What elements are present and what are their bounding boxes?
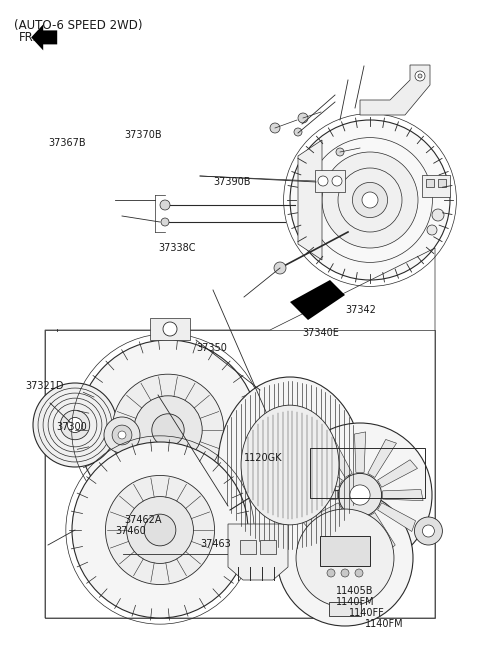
Bar xyxy=(422,175,450,197)
Polygon shape xyxy=(297,489,337,501)
Bar xyxy=(260,540,276,554)
Circle shape xyxy=(418,74,422,78)
Circle shape xyxy=(322,152,418,248)
Bar xyxy=(45,330,435,618)
Circle shape xyxy=(414,517,443,545)
Circle shape xyxy=(274,262,286,274)
Text: 37338C: 37338C xyxy=(158,243,196,253)
Circle shape xyxy=(290,120,450,280)
Circle shape xyxy=(294,128,302,136)
Ellipse shape xyxy=(241,405,339,525)
Bar xyxy=(438,179,446,187)
Circle shape xyxy=(432,209,444,221)
Circle shape xyxy=(427,225,437,235)
Text: 37367B: 37367B xyxy=(48,138,85,148)
Circle shape xyxy=(298,113,308,123)
Text: 37300: 37300 xyxy=(57,422,87,432)
Text: 11405B: 11405B xyxy=(336,586,373,596)
Ellipse shape xyxy=(218,377,362,553)
Circle shape xyxy=(332,176,342,186)
Text: 37460: 37460 xyxy=(115,526,146,537)
Polygon shape xyxy=(368,440,396,478)
Text: 37350: 37350 xyxy=(197,342,228,353)
Circle shape xyxy=(338,474,382,517)
Circle shape xyxy=(415,71,425,81)
Polygon shape xyxy=(383,489,423,501)
Circle shape xyxy=(33,383,117,467)
Circle shape xyxy=(277,490,413,626)
Bar xyxy=(320,536,370,566)
Circle shape xyxy=(104,417,140,453)
Polygon shape xyxy=(324,512,352,550)
Circle shape xyxy=(72,442,248,618)
Circle shape xyxy=(127,497,193,564)
Circle shape xyxy=(118,431,126,439)
Text: 1120GK: 1120GK xyxy=(244,453,282,463)
Circle shape xyxy=(318,176,328,186)
Text: 37463: 37463 xyxy=(201,539,231,550)
Circle shape xyxy=(112,425,132,445)
Circle shape xyxy=(288,423,432,567)
Polygon shape xyxy=(298,140,322,260)
Circle shape xyxy=(134,396,202,464)
Polygon shape xyxy=(31,24,57,51)
Circle shape xyxy=(60,410,90,440)
Text: FR.: FR. xyxy=(19,31,37,44)
Polygon shape xyxy=(368,512,395,552)
Circle shape xyxy=(355,569,363,577)
Circle shape xyxy=(160,200,170,210)
Circle shape xyxy=(260,483,270,493)
Polygon shape xyxy=(304,459,342,487)
Polygon shape xyxy=(325,438,352,478)
Circle shape xyxy=(336,148,344,156)
Bar xyxy=(310,448,425,498)
Circle shape xyxy=(163,322,177,336)
Circle shape xyxy=(296,509,394,607)
Circle shape xyxy=(352,182,388,218)
Text: 37321D: 37321D xyxy=(25,380,63,391)
Text: (AUTO-6 SPEED 2WD): (AUTO-6 SPEED 2WD) xyxy=(14,20,143,33)
Circle shape xyxy=(152,414,184,446)
Text: 1140FM: 1140FM xyxy=(365,619,403,629)
Text: 37390B: 37390B xyxy=(213,176,251,187)
Circle shape xyxy=(67,417,83,432)
Polygon shape xyxy=(378,460,418,487)
Circle shape xyxy=(341,569,349,577)
Circle shape xyxy=(327,569,335,577)
Polygon shape xyxy=(228,524,288,580)
Bar xyxy=(329,602,361,616)
Circle shape xyxy=(78,340,258,520)
Text: 1140FF: 1140FF xyxy=(349,607,385,618)
Circle shape xyxy=(270,123,280,133)
Polygon shape xyxy=(360,65,430,115)
Bar xyxy=(426,179,434,187)
Circle shape xyxy=(362,192,378,208)
Polygon shape xyxy=(378,502,416,531)
Text: 37340E: 37340E xyxy=(302,327,339,338)
Circle shape xyxy=(422,525,434,537)
Text: 37462A: 37462A xyxy=(124,515,161,525)
Polygon shape xyxy=(150,318,190,340)
Circle shape xyxy=(112,374,224,486)
Circle shape xyxy=(144,514,176,546)
Text: 37342: 37342 xyxy=(346,304,376,315)
Text: 37370B: 37370B xyxy=(124,130,161,140)
Bar xyxy=(315,170,345,192)
Polygon shape xyxy=(302,502,342,530)
Polygon shape xyxy=(354,518,365,558)
Polygon shape xyxy=(290,280,345,320)
Circle shape xyxy=(106,476,215,584)
Circle shape xyxy=(350,485,370,505)
Polygon shape xyxy=(355,432,366,472)
Bar xyxy=(240,540,256,554)
Circle shape xyxy=(161,218,169,226)
Text: 1140FM: 1140FM xyxy=(336,596,374,607)
